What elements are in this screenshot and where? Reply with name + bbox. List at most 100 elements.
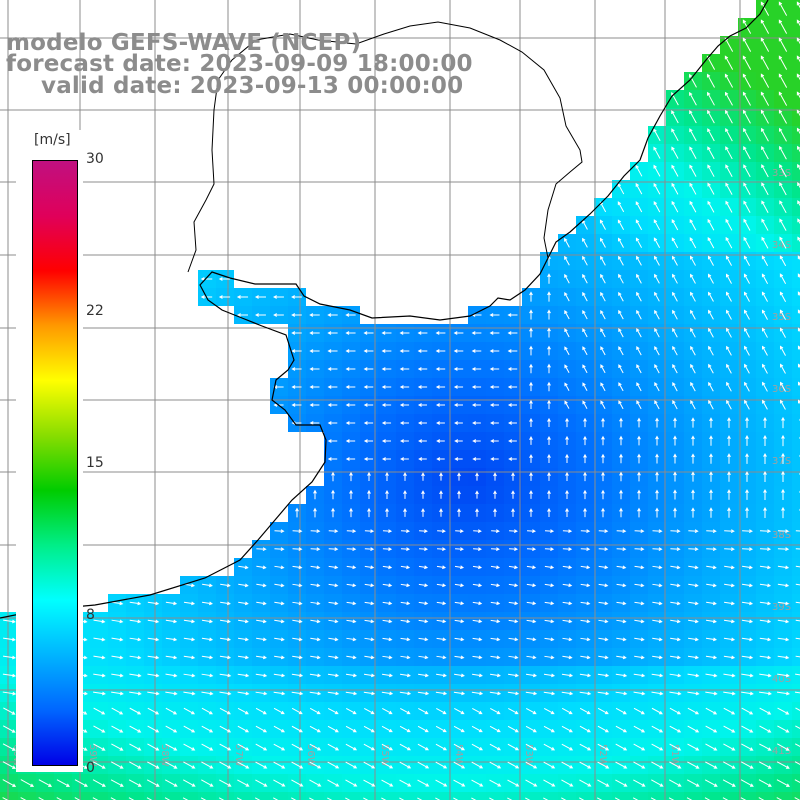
- wind-arrow: [183, 691, 196, 696]
- wind-arrow: [672, 273, 678, 284]
- wind-arrow: [111, 743, 124, 751]
- wind-arrow: [237, 779, 250, 787]
- wind-arrow: [722, 779, 736, 787]
- wind-arrow: [418, 637, 429, 642]
- wind-arrow: [220, 583, 231, 588]
- wind-arrow: [634, 583, 645, 588]
- wind-arrow: [291, 313, 302, 317]
- wind-arrow: [309, 367, 320, 371]
- wind-arrow: [582, 273, 588, 284]
- wind-arrow: [600, 346, 606, 356]
- wind-arrow: [345, 691, 358, 696]
- wind-arrow: [418, 673, 429, 678]
- wind-arrow: [493, 472, 497, 481]
- wind-arrow: [525, 673, 537, 678]
- wind-arrow: [453, 331, 464, 335]
- wind-speed-cell: [306, 792, 324, 800]
- wind-arrow: [795, 565, 800, 568]
- wind-arrow: [690, 291, 696, 302]
- wind-arrow: [706, 619, 717, 624]
- wind-arrow: [673, 435, 677, 446]
- wind-arrow: [309, 761, 322, 769]
- wind-arrow: [489, 313, 500, 317]
- wind-arrow: [547, 435, 551, 445]
- wind-arrow: [274, 547, 285, 551]
- wind-arrow: [673, 453, 677, 464]
- wind-arrow: [345, 725, 357, 733]
- wind-speed-cell: [126, 792, 144, 800]
- wind-arrow: [778, 109, 788, 124]
- wind-arrow: [633, 673, 646, 678]
- wind-speed-cell: [792, 468, 800, 486]
- wind-arrow: [742, 565, 753, 570]
- wind-arrow: [291, 367, 302, 371]
- wind-speed-cell: [144, 792, 162, 800]
- wind-arrow: [672, 309, 678, 320]
- wind-arrow: [146, 797, 153, 800]
- wind-speed-cell: [522, 792, 540, 800]
- wind-arrow: [547, 454, 551, 463]
- wind-arrow: [363, 421, 374, 425]
- wind-arrow: [128, 779, 142, 787]
- wind-arrow: [634, 547, 645, 551]
- wind-arrow: [705, 637, 717, 642]
- wind-arrow: [2, 797, 9, 800]
- wind-arrow: [399, 349, 410, 353]
- wind-arrow: [544, 619, 555, 624]
- wind-arrow: [618, 327, 624, 338]
- wind-arrow: [418, 655, 429, 660]
- wind-arrow: [453, 691, 466, 696]
- wind-arrow: [471, 367, 482, 371]
- wind-arrow: [761, 200, 769, 213]
- wind-speed-cell: [594, 792, 612, 800]
- wind-arrow: [92, 797, 99, 800]
- latitude-label: 36S: [772, 384, 791, 395]
- wind-arrow: [708, 273, 714, 284]
- wind-arrow: [670, 637, 681, 642]
- wind-arrow: [615, 673, 628, 678]
- wind-speed-cell: [792, 378, 800, 396]
- wind-arrow: [618, 364, 624, 374]
- wind-arrow: [669, 691, 682, 696]
- wind-arrow: [274, 583, 285, 588]
- wind-arrow: [471, 691, 484, 696]
- longitude-label: 53W: [523, 744, 534, 767]
- wind-speed-cell: [792, 324, 800, 342]
- wind-arrow: [291, 691, 304, 696]
- wind-arrow: [345, 421, 356, 425]
- wind-arrow: [508, 655, 519, 660]
- wind-speed-cell: [792, 108, 800, 126]
- wind-arrow: [779, 309, 786, 320]
- longitude-label: 52W: [597, 744, 608, 767]
- wind-arrow: [597, 743, 610, 751]
- wind-arrow: [797, 381, 800, 387]
- wind-arrow: [490, 565, 501, 570]
- wind-arrow: [740, 761, 754, 769]
- wind-arrow: [705, 707, 718, 715]
- wind-arrow: [651, 725, 664, 733]
- wind-arrow: [381, 439, 391, 443]
- wind-arrow: [417, 385, 428, 389]
- wind-arrow: [633, 761, 646, 769]
- wind-arrow: [237, 743, 250, 751]
- wind-arrow: [759, 547, 772, 552]
- wind-arrow: [564, 310, 570, 320]
- wind-arrow: [759, 619, 772, 624]
- wind-speed-cell: [576, 792, 594, 800]
- wind-arrow: [723, 673, 736, 678]
- wind-arrow: [794, 797, 800, 800]
- wind-speed-cell: [558, 792, 576, 800]
- wind-arrow: [562, 547, 573, 551]
- wind-arrow: [400, 565, 411, 570]
- wind-arrow: [687, 691, 700, 696]
- wind-arrow: [741, 583, 753, 588]
- wind-arrow: [472, 601, 483, 606]
- wind-arrow: [743, 273, 750, 284]
- wind-arrow: [670, 529, 681, 533]
- wind-arrow: [381, 331, 392, 335]
- wind-arrow: [653, 182, 661, 195]
- wind-arrow: [364, 619, 375, 624]
- wind-arrow: [565, 489, 569, 500]
- wind-arrow: [219, 707, 231, 715]
- latitude-label: 35S: [772, 312, 791, 323]
